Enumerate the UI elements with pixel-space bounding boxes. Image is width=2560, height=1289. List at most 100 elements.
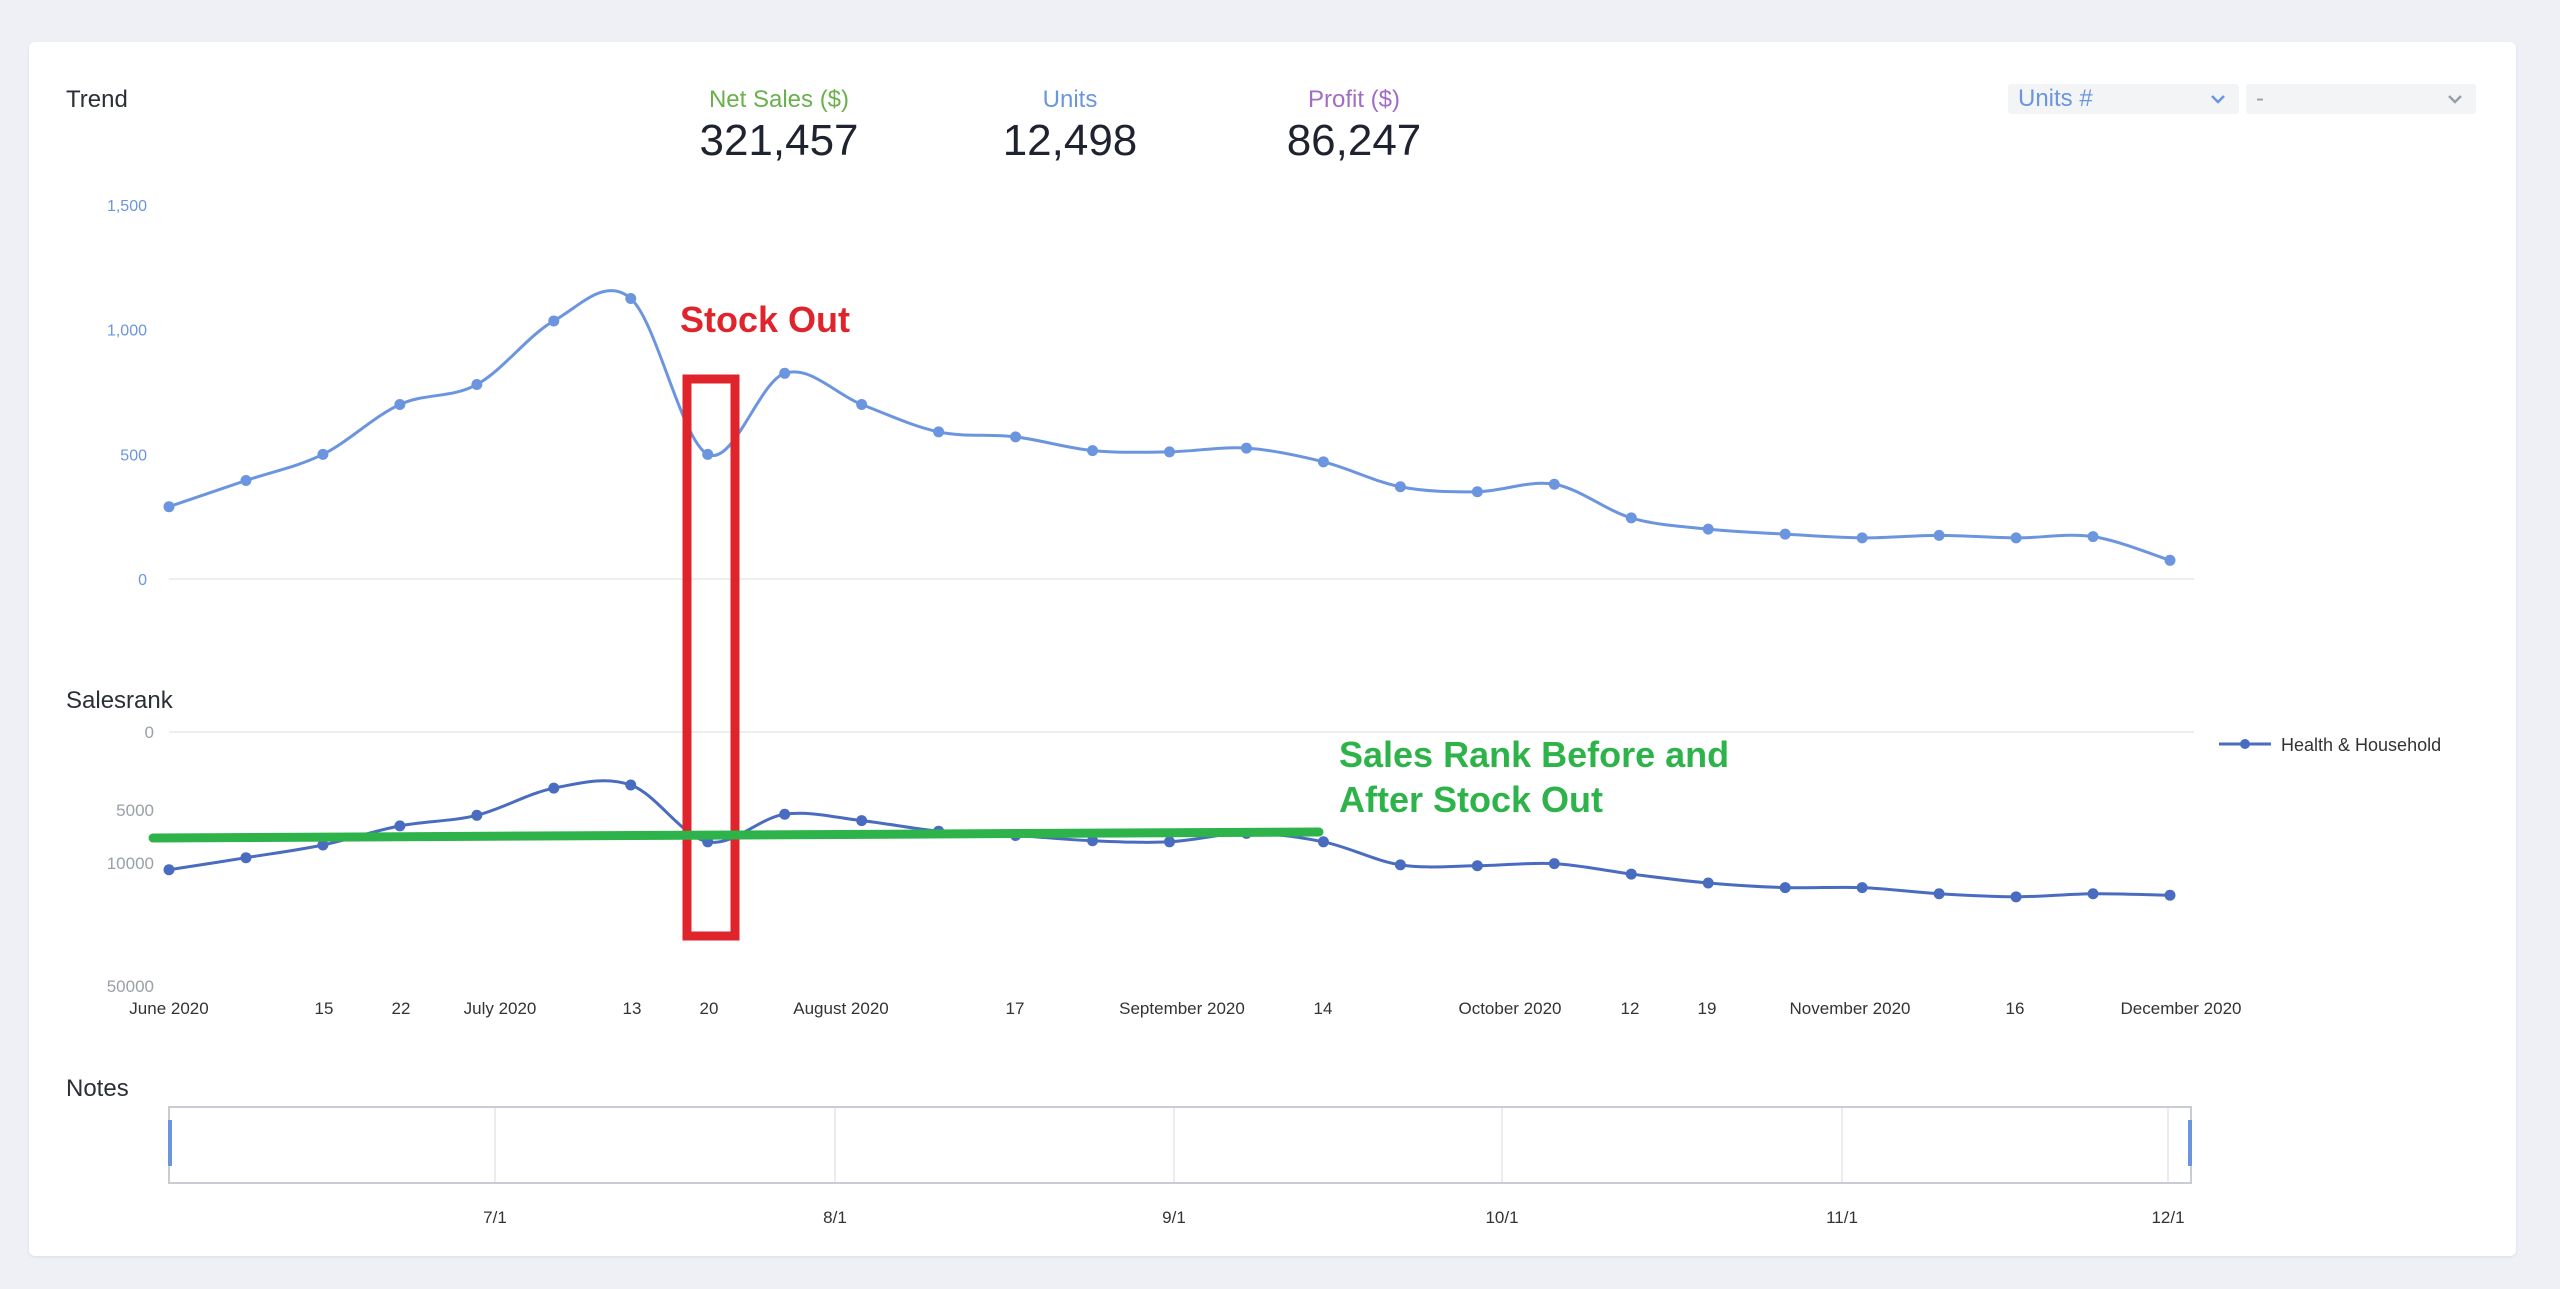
units-point[interactable] xyxy=(779,367,791,379)
units-point[interactable] xyxy=(1317,456,1329,468)
salesrank-point[interactable] xyxy=(2010,891,2022,903)
notes-tick-label: 7/1 xyxy=(483,1208,507,1227)
salesrank-y-tick: 10000 xyxy=(107,854,154,873)
salesrank-y-tick: 0 xyxy=(145,723,154,742)
units-y-tick: 500 xyxy=(120,447,147,464)
units-point[interactable] xyxy=(1548,478,1560,490)
salesrank-title: Salesrank xyxy=(66,687,174,714)
units-point[interactable] xyxy=(933,426,945,438)
x-axis-label: September 2020 xyxy=(1119,999,1245,1018)
legend[interactable]: Health & Household xyxy=(2219,735,2441,755)
notes-timeline[interactable]: 7/1 8/1 9/1 10/1 11/1 12/1 xyxy=(168,1106,2192,1227)
x-axis-label: October 2020 xyxy=(1458,999,1561,1018)
x-axis-label: 14 xyxy=(1314,999,1333,1018)
units-point[interactable] xyxy=(1779,528,1791,540)
units-point[interactable] xyxy=(1010,431,1022,443)
salesrank-point[interactable] xyxy=(1702,877,1714,889)
chevron-down-icon xyxy=(2448,95,2462,104)
units-point[interactable] xyxy=(856,398,868,410)
salesrank-y-tick: 50000 xyxy=(107,977,154,996)
rank-annotation-line-2: After Stock Out xyxy=(1339,779,1603,820)
compare-select-value: - xyxy=(2256,85,2264,112)
units-point[interactable] xyxy=(548,315,560,327)
units-point[interactable] xyxy=(2087,531,2099,543)
notes-tick-label: 9/1 xyxy=(1162,1208,1186,1227)
units-point[interactable] xyxy=(702,448,714,460)
salesrank-point[interactable] xyxy=(2087,888,2099,900)
kpi-net-sales-value: 321,457 xyxy=(699,116,859,165)
units-point[interactable] xyxy=(1240,442,1252,454)
units-point[interactable] xyxy=(1394,481,1406,493)
units-point[interactable] xyxy=(2010,532,2022,544)
notes-title: Notes xyxy=(66,1075,129,1102)
units-point[interactable] xyxy=(1933,529,1945,541)
salesrank-point[interactable] xyxy=(1087,835,1099,847)
timeline-left-handle[interactable] xyxy=(168,1120,172,1166)
salesrank-y-tick: 5000 xyxy=(116,801,154,820)
x-axis-label: 22 xyxy=(392,999,411,1018)
x-axis-label: December 2020 xyxy=(2121,999,2242,1018)
units-point[interactable] xyxy=(2164,554,2176,566)
units-point[interactable] xyxy=(1702,523,1714,535)
salesrank-point[interactable] xyxy=(1471,860,1483,872)
units-point[interactable] xyxy=(394,398,406,410)
kpi-units-label: Units xyxy=(1042,86,1098,113)
units-point[interactable] xyxy=(1856,532,1868,544)
compare-select[interactable]: - xyxy=(2246,84,2476,114)
units-y-tick: 0 xyxy=(138,572,147,589)
kpi-net-sales: Net Sales ($) 321,457 xyxy=(649,86,909,166)
salesrank-point[interactable] xyxy=(625,779,637,791)
legend-marker xyxy=(2240,739,2250,749)
salesrank-point[interactable] xyxy=(1856,882,1868,894)
notes-timeline-frame xyxy=(168,1106,2192,1184)
units-point[interactable] xyxy=(625,293,637,304)
units-point[interactable] xyxy=(1471,486,1483,498)
dashboard-card: Trend Net Sales ($) 321,457 Units 12,498… xyxy=(29,42,2516,1256)
salesrank-point[interactable] xyxy=(394,820,406,832)
units-point[interactable] xyxy=(317,448,329,460)
salesrank-point[interactable] xyxy=(240,852,252,864)
salesrank-point[interactable] xyxy=(779,808,791,820)
units-point[interactable] xyxy=(1087,445,1099,457)
salesrank-point[interactable] xyxy=(471,809,483,821)
timeline-right-handle[interactable] xyxy=(2188,1120,2192,1166)
notes-tick-label: 11/1 xyxy=(1826,1208,1858,1227)
units-point[interactable] xyxy=(1164,446,1175,458)
salesrank-point[interactable] xyxy=(548,782,560,794)
kpi-profit-value: 86,247 xyxy=(1286,116,1422,165)
units-point[interactable] xyxy=(240,475,252,487)
salesrank-point[interactable] xyxy=(1548,858,1560,870)
units-point[interactable] xyxy=(1625,512,1637,524)
x-axis-label: 19 xyxy=(1698,999,1717,1018)
kpi-profit: Profit ($) 86,247 xyxy=(1224,86,1484,166)
kpi-units: Units 12,498 xyxy=(940,86,1200,166)
x-axis-label: June 2020 xyxy=(129,999,208,1018)
kpi-profit-label: Profit ($) xyxy=(1307,86,1400,113)
notes-tick-label: 8/1 xyxy=(823,1208,847,1227)
salesrank-point[interactable] xyxy=(856,815,868,827)
salesrank-point[interactable] xyxy=(1779,882,1791,894)
kpi-units-value: 12,498 xyxy=(1002,116,1138,165)
salesrank-point[interactable] xyxy=(1394,859,1406,871)
notes-tick-label: 10/1 xyxy=(1485,1208,1518,1227)
salesrank-point[interactable] xyxy=(317,839,329,851)
salesrank-point[interactable] xyxy=(1317,836,1329,848)
kpi-net-sales-label: Net Sales ($) xyxy=(708,86,850,113)
units-point[interactable] xyxy=(471,379,483,391)
salesrank-point[interactable] xyxy=(1164,836,1175,848)
chevron-down-icon xyxy=(2211,95,2225,104)
x-axis-label: 15 xyxy=(315,999,334,1018)
metric-select[interactable]: Units # xyxy=(2008,84,2239,114)
rank-trend-line xyxy=(148,827,1324,843)
salesrank-point[interactable] xyxy=(2164,889,2176,901)
x-axis-label: 20 xyxy=(700,999,719,1018)
legend-label: Health & Household xyxy=(2281,735,2441,755)
stock-out-box xyxy=(682,374,740,941)
units-line xyxy=(168,289,2171,562)
units-point[interactable] xyxy=(163,501,175,513)
salesrank-point[interactable] xyxy=(163,864,175,876)
salesrank-point[interactable] xyxy=(1625,868,1637,880)
rank-annotation-line-1: Sales Rank Before and xyxy=(1339,734,1729,775)
salesrank-point[interactable] xyxy=(1933,888,1945,900)
